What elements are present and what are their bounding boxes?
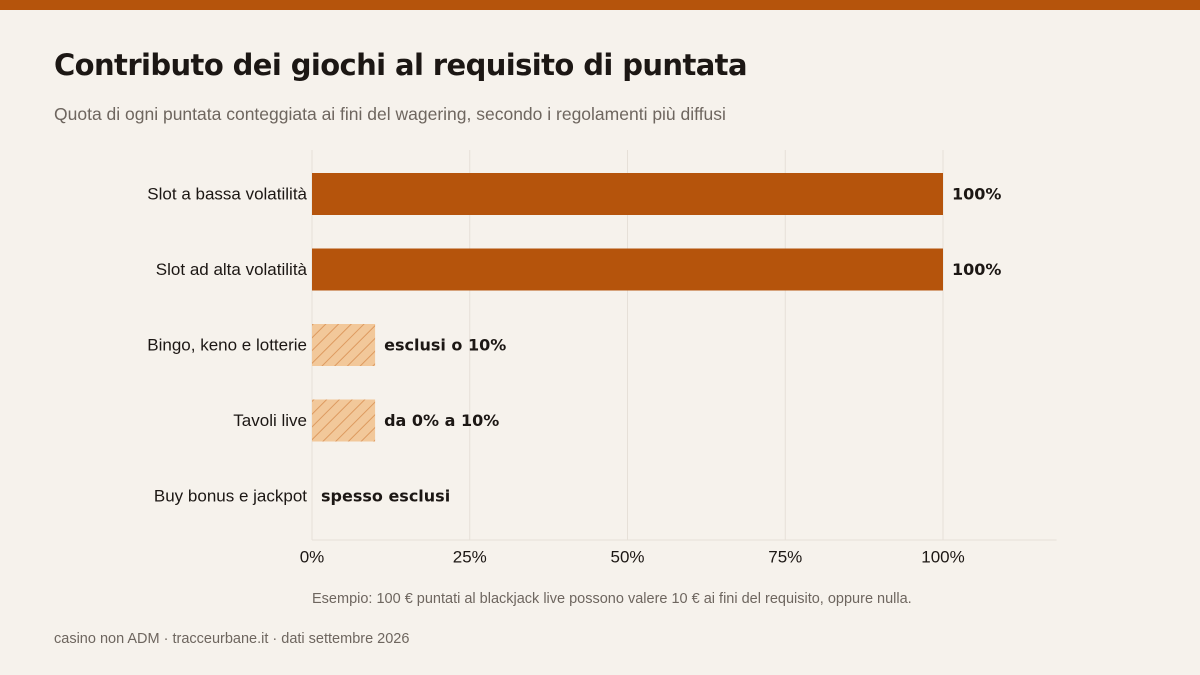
category-label: Buy bonus e jackpot <box>154 487 307 506</box>
source-credit: casino non ADM · tracceurbane.it · dati … <box>54 631 410 647</box>
example-note: Esempio: 100 € puntati al blackjack live… <box>312 591 912 607</box>
category-label: Slot ad alta volatilità <box>156 260 308 279</box>
bar <box>312 173 943 215</box>
chart-subtitle: Quota di ogni puntata conteggiata ai fin… <box>54 104 726 124</box>
x-tick-label: 25% <box>453 548 487 567</box>
category-label: Bingo, keno e lotterie <box>147 336 307 355</box>
data-label: esclusi o 10% <box>384 336 506 355</box>
data-label: spesso esclusi <box>321 487 450 506</box>
x-axis: 0% 25% 50% 75% 100% <box>300 539 1057 567</box>
data-label: da 0% a 10% <box>384 411 499 430</box>
bar-hatched <box>312 399 376 442</box>
category-label: Tavoli live <box>233 411 307 430</box>
x-tick-label: 0% <box>300 548 325 567</box>
x-tick-label: 100% <box>921 548 964 567</box>
labels: Slot a bassa volatilità 100% Slot ad alta … <box>147 185 1001 506</box>
data-label: 100% <box>952 260 1001 279</box>
x-tick-label: 50% <box>610 548 644 567</box>
top-accent-bar <box>0 0 1200 10</box>
category-label: Slot a bassa volatilità <box>147 185 307 204</box>
bars <box>312 173 943 442</box>
bar-hatched <box>312 324 376 366</box>
bar <box>312 248 943 291</box>
chart-title: Contributo dei giochi al requisito di pu… <box>54 48 748 82</box>
data-label: 100% <box>952 185 1001 204</box>
x-tick-label: 75% <box>768 548 802 567</box>
